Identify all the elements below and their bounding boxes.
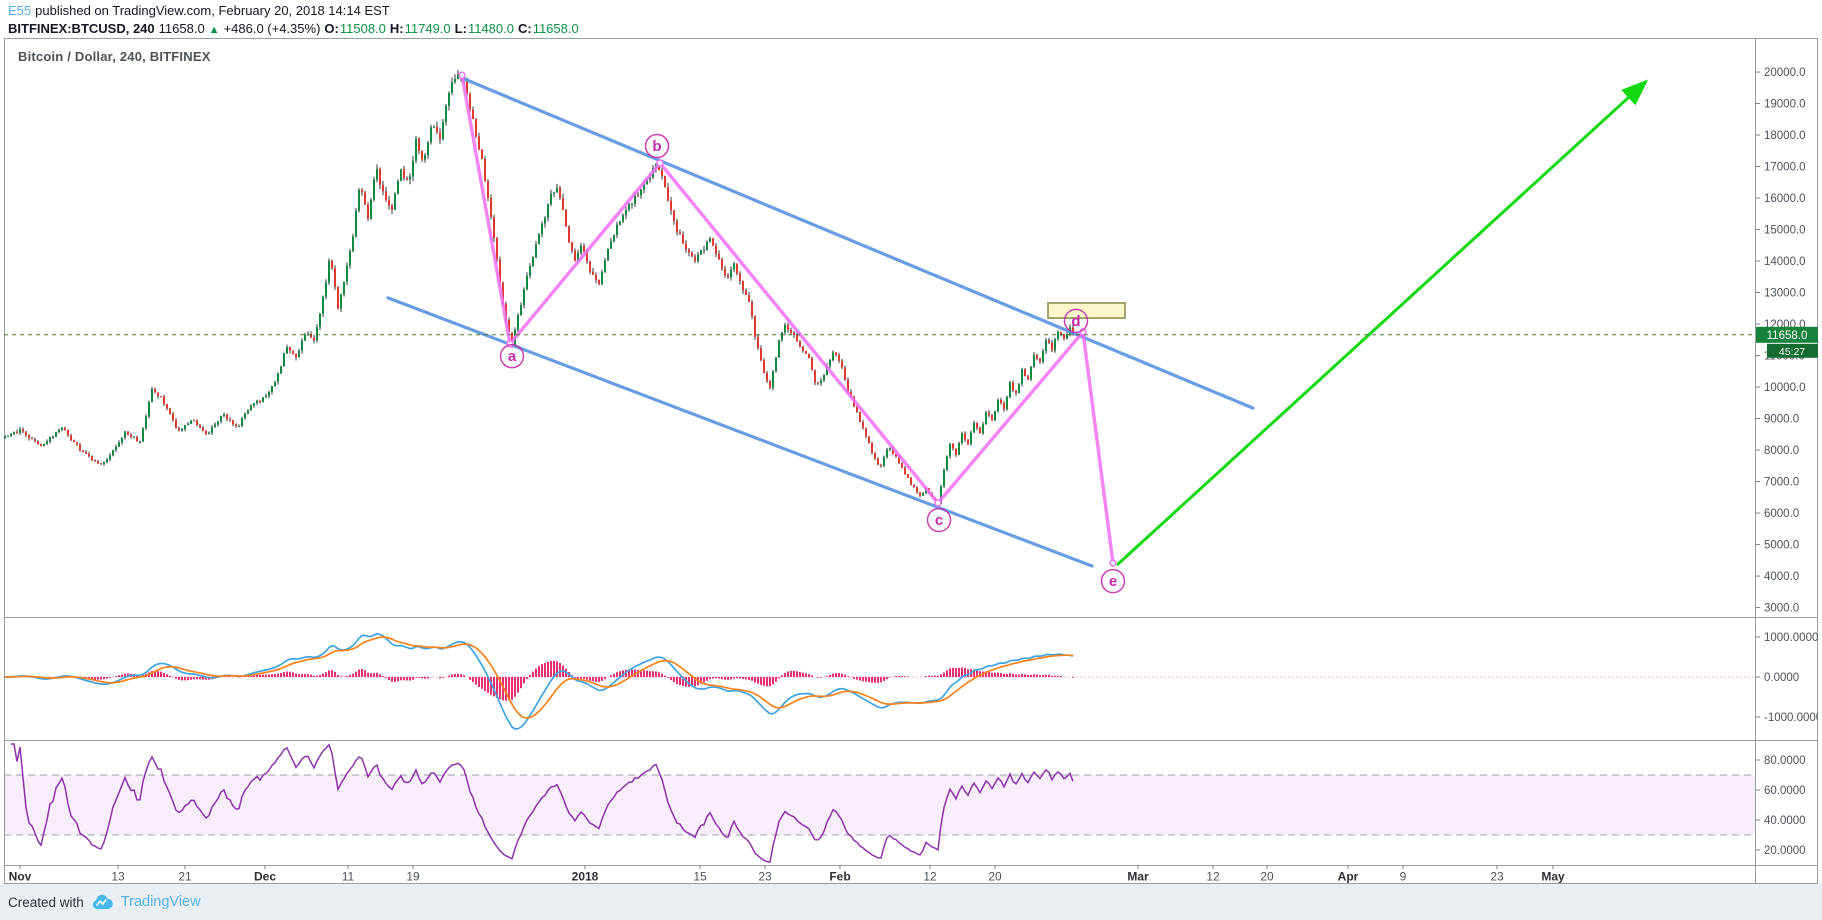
svg-text:9000.0: 9000.0 [1764,414,1799,426]
tradingview-logo-icon [92,894,113,909]
svg-text:20: 20 [1260,870,1274,884]
wave-labels[interactable]: a b c d e [499,133,1126,594]
svg-text:Nov: Nov [9,870,32,884]
svg-text:21: 21 [178,870,192,884]
svg-text:12: 12 [923,870,937,884]
svg-text:14000.0: 14000.0 [1764,256,1806,268]
projection-arrow[interactable] [1115,79,1649,567]
close-value: 11658.0 [532,21,579,36]
svg-text:Feb: Feb [829,870,850,884]
snapshot-header: E55 published on TradingView.com, Februar… [8,2,583,39]
svg-text:9: 9 [1400,870,1407,884]
svg-text:20: 20 [988,870,1002,884]
snapshot-footer: Created with TradingView [0,884,1822,920]
svg-text:4000.0: 4000.0 [1764,571,1799,583]
svg-text:80.0000: 80.0000 [1764,755,1806,767]
header-last-price: 11658.0 [158,21,205,36]
svg-text:45:27: 45:27 [1779,346,1805,358]
svg-text:Apr: Apr [1338,870,1359,884]
svg-text:15: 15 [693,870,707,884]
svg-text:2018: 2018 [572,870,599,884]
author-link[interactable]: E55 [8,3,32,18]
price-chart-canvas[interactable]: a b c d e 20000.0 19000.0 18000.0 17000.0 16000.0… [4,38,1818,884]
open-value: 11508.0 [339,21,386,36]
svg-text:15000.0: 15000.0 [1764,225,1806,237]
svg-text:6000.0: 6000.0 [1764,508,1799,520]
channel-lines[interactable] [386,76,1255,568]
svg-text:18000.0: 18000.0 [1764,130,1806,142]
macd-pane [4,632,1755,730]
svg-text:40.0000: 40.0000 [1764,815,1806,827]
svg-text:3000.0: 3000.0 [1764,603,1799,615]
publish-line: E55 published on TradingView.com, Februar… [8,2,583,19]
svg-text:0.0000: 0.0000 [1764,672,1799,684]
created-with-label: Created with [8,894,84,910]
svg-text:23: 23 [1490,870,1504,884]
svg-text:1000.0000: 1000.0000 [1764,632,1818,644]
svg-text:e: e [1109,573,1117,590]
svg-text:11658.0: 11658.0 [1767,330,1808,342]
last-price-badge: 11658.0 [1756,326,1818,343]
low-label: L: [454,21,467,36]
svg-text:b: b [652,138,661,155]
svg-text:13: 13 [111,870,125,884]
svg-text:7000.0: 7000.0 [1764,477,1799,489]
price-axis[interactable]: 20000.0 19000.0 18000.0 17000.0 16000.0 15000… [1755,67,1818,857]
bar-countdown-badge: 45:27 [1767,343,1818,358]
high-label: H: [389,21,404,36]
close-label: C: [517,21,532,36]
candlestick-series [4,69,1074,506]
wave-label-a[interactable]: a [499,343,525,369]
svg-text:Mar: Mar [1127,870,1149,884]
svg-text:60.0000: 60.0000 [1764,785,1806,797]
symbol-line: BITFINEX:BTCUSD, 240 11658.0 ▲ +486.0 (+4.3… [8,20,583,39]
price-change: +486.0 (+4.35%) [223,21,321,36]
high-value: 11749.0 [404,21,451,36]
wave-label-e[interactable]: e [1100,568,1126,594]
svg-text:d: d [1071,313,1080,330]
chart-title: Bitcoin / Dollar, 240, BITFINEX [18,49,211,64]
svg-text:5000.0: 5000.0 [1764,540,1799,552]
rsi-pane [4,743,1755,863]
low-value: 11480.0 [467,21,514,36]
svg-text:17000.0: 17000.0 [1764,162,1806,174]
price-up-arrow-icon: ▲ [208,24,220,36]
svg-text:12: 12 [1206,870,1220,884]
svg-text:a: a [508,348,517,365]
svg-text:19000.0: 19000.0 [1764,99,1806,111]
svg-text:c: c [935,512,943,529]
symbol-name: BITFINEX:BTCUSD, 240 [8,21,155,36]
svg-text:-1000.0000: -1000.0000 [1764,712,1818,724]
svg-text:20000.0: 20000.0 [1764,67,1806,79]
wave-label-d[interactable]: d [1063,308,1089,334]
svg-text:11: 11 [342,870,355,884]
elliott-wave-annotation[interactable] [458,71,1117,567]
svg-text:May: May [1541,870,1565,884]
svg-text:10000.0: 10000.0 [1764,382,1806,394]
svg-text:13000.0: 13000.0 [1764,288,1806,300]
svg-text:8000.0: 8000.0 [1764,445,1799,457]
wave-label-b[interactable]: b [644,133,670,159]
published-text: published on TradingView.com, February 2… [35,3,390,18]
svg-text:20.0000: 20.0000 [1764,845,1806,857]
wave-label-c[interactable]: c [926,507,952,533]
chart-frame: Bitcoin / Dollar, 240, BITFINEX a b c d e 200… [4,38,1818,884]
pane-borders [4,38,1818,884]
time-axis[interactable]: Nov 13 21 Dec 11 19 2018 15 23 Feb 12 20 Mar 12 20 Apr 9… [9,865,1565,884]
svg-text:23: 23 [758,870,772,884]
svg-text:Dec: Dec [254,870,276,884]
svg-text:19: 19 [406,870,420,884]
open-label: O: [324,21,339,36]
tradingview-brand-link[interactable]: TradingView [120,894,201,910]
svg-text:16000.0: 16000.0 [1764,193,1806,205]
